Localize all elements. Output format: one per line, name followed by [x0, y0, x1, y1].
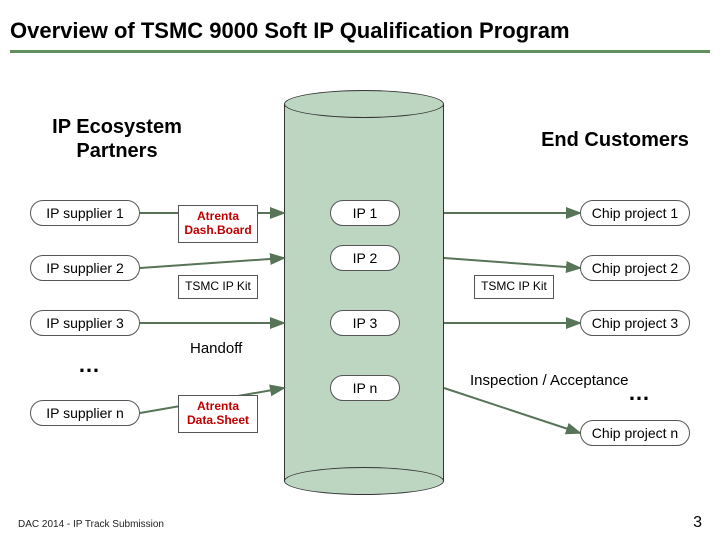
atrenta-dashboard-box: Atrenta Dash.Board — [178, 205, 258, 243]
supplier-pill: IP supplier n — [30, 400, 140, 426]
chip-pill: Chip project 2 — [580, 255, 690, 281]
chip-pill: Chip project n — [580, 420, 690, 446]
tsmc-ip-kit-left-box: TSMC IP Kit — [178, 275, 258, 299]
supplier-pill: IP supplier 3 — [30, 310, 140, 336]
ip-pill: IP 3 — [330, 310, 400, 336]
handoff-label: Handoff — [190, 340, 242, 357]
page-number: 3 — [693, 514, 702, 532]
acceptance-label: Inspection / Acceptance — [470, 372, 628, 390]
header-right: End Customers — [525, 128, 705, 152]
ip-pill: IP 1 — [330, 200, 400, 226]
ip-pill: IP 2 — [330, 245, 400, 271]
chip-pill: Chip project 1 — [580, 200, 690, 226]
supplier-ellipsis: … — [78, 352, 100, 378]
footer-left: DAC 2014 - IP Track Submission — [18, 519, 164, 530]
database-cylinder — [284, 90, 444, 495]
ip-pill: IP n — [330, 375, 400, 401]
chip-pill: Chip project 3 — [580, 310, 690, 336]
title-rule — [10, 50, 710, 53]
header-left: IP Ecosystem Partners — [42, 115, 192, 163]
supplier-pill: IP supplier 1 — [30, 200, 140, 226]
page-title: Overview of TSMC 9000 Soft IP Qualificat… — [10, 18, 570, 44]
chip-ellipsis: … — [628, 380, 650, 406]
supplier-pill: IP supplier 2 — [30, 255, 140, 281]
tsmc-ip-kit-right-box: TSMC IP Kit — [474, 275, 554, 299]
atrenta-datasheet-box: Atrenta Data.Sheet — [178, 395, 258, 433]
